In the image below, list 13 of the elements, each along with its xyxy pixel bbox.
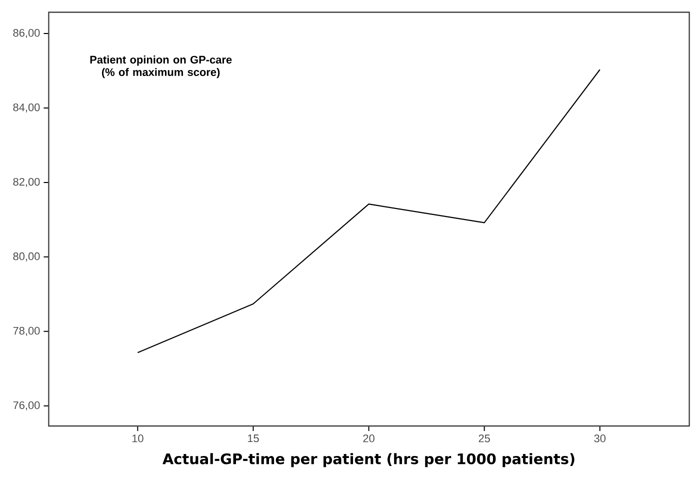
y-axis-title: Patient opinion on GP-care (% of maximum score) [90, 56, 232, 78]
y-tick-label: 80,00 [13, 252, 40, 262]
x-tick-label: 20 [363, 434, 374, 442]
y-tick-label: 78,00 [13, 326, 40, 336]
x-tick-label: 15 [248, 434, 259, 442]
y-tick-label: 82,00 [13, 178, 40, 187]
x-tick-label: 30 [594, 434, 606, 442]
y-tick-label: 84,00 [13, 103, 40, 113]
x-tick-label: 10 [132, 434, 144, 442]
x-tick-label: 25 [478, 434, 490, 442]
y-tick-label: 86,00 [13, 28, 40, 38]
y-tick-label: 76,00 [13, 401, 40, 410]
x-axis-title: Actual-GP-time per patient (hrs per 1000 patients) [162, 453, 574, 468]
